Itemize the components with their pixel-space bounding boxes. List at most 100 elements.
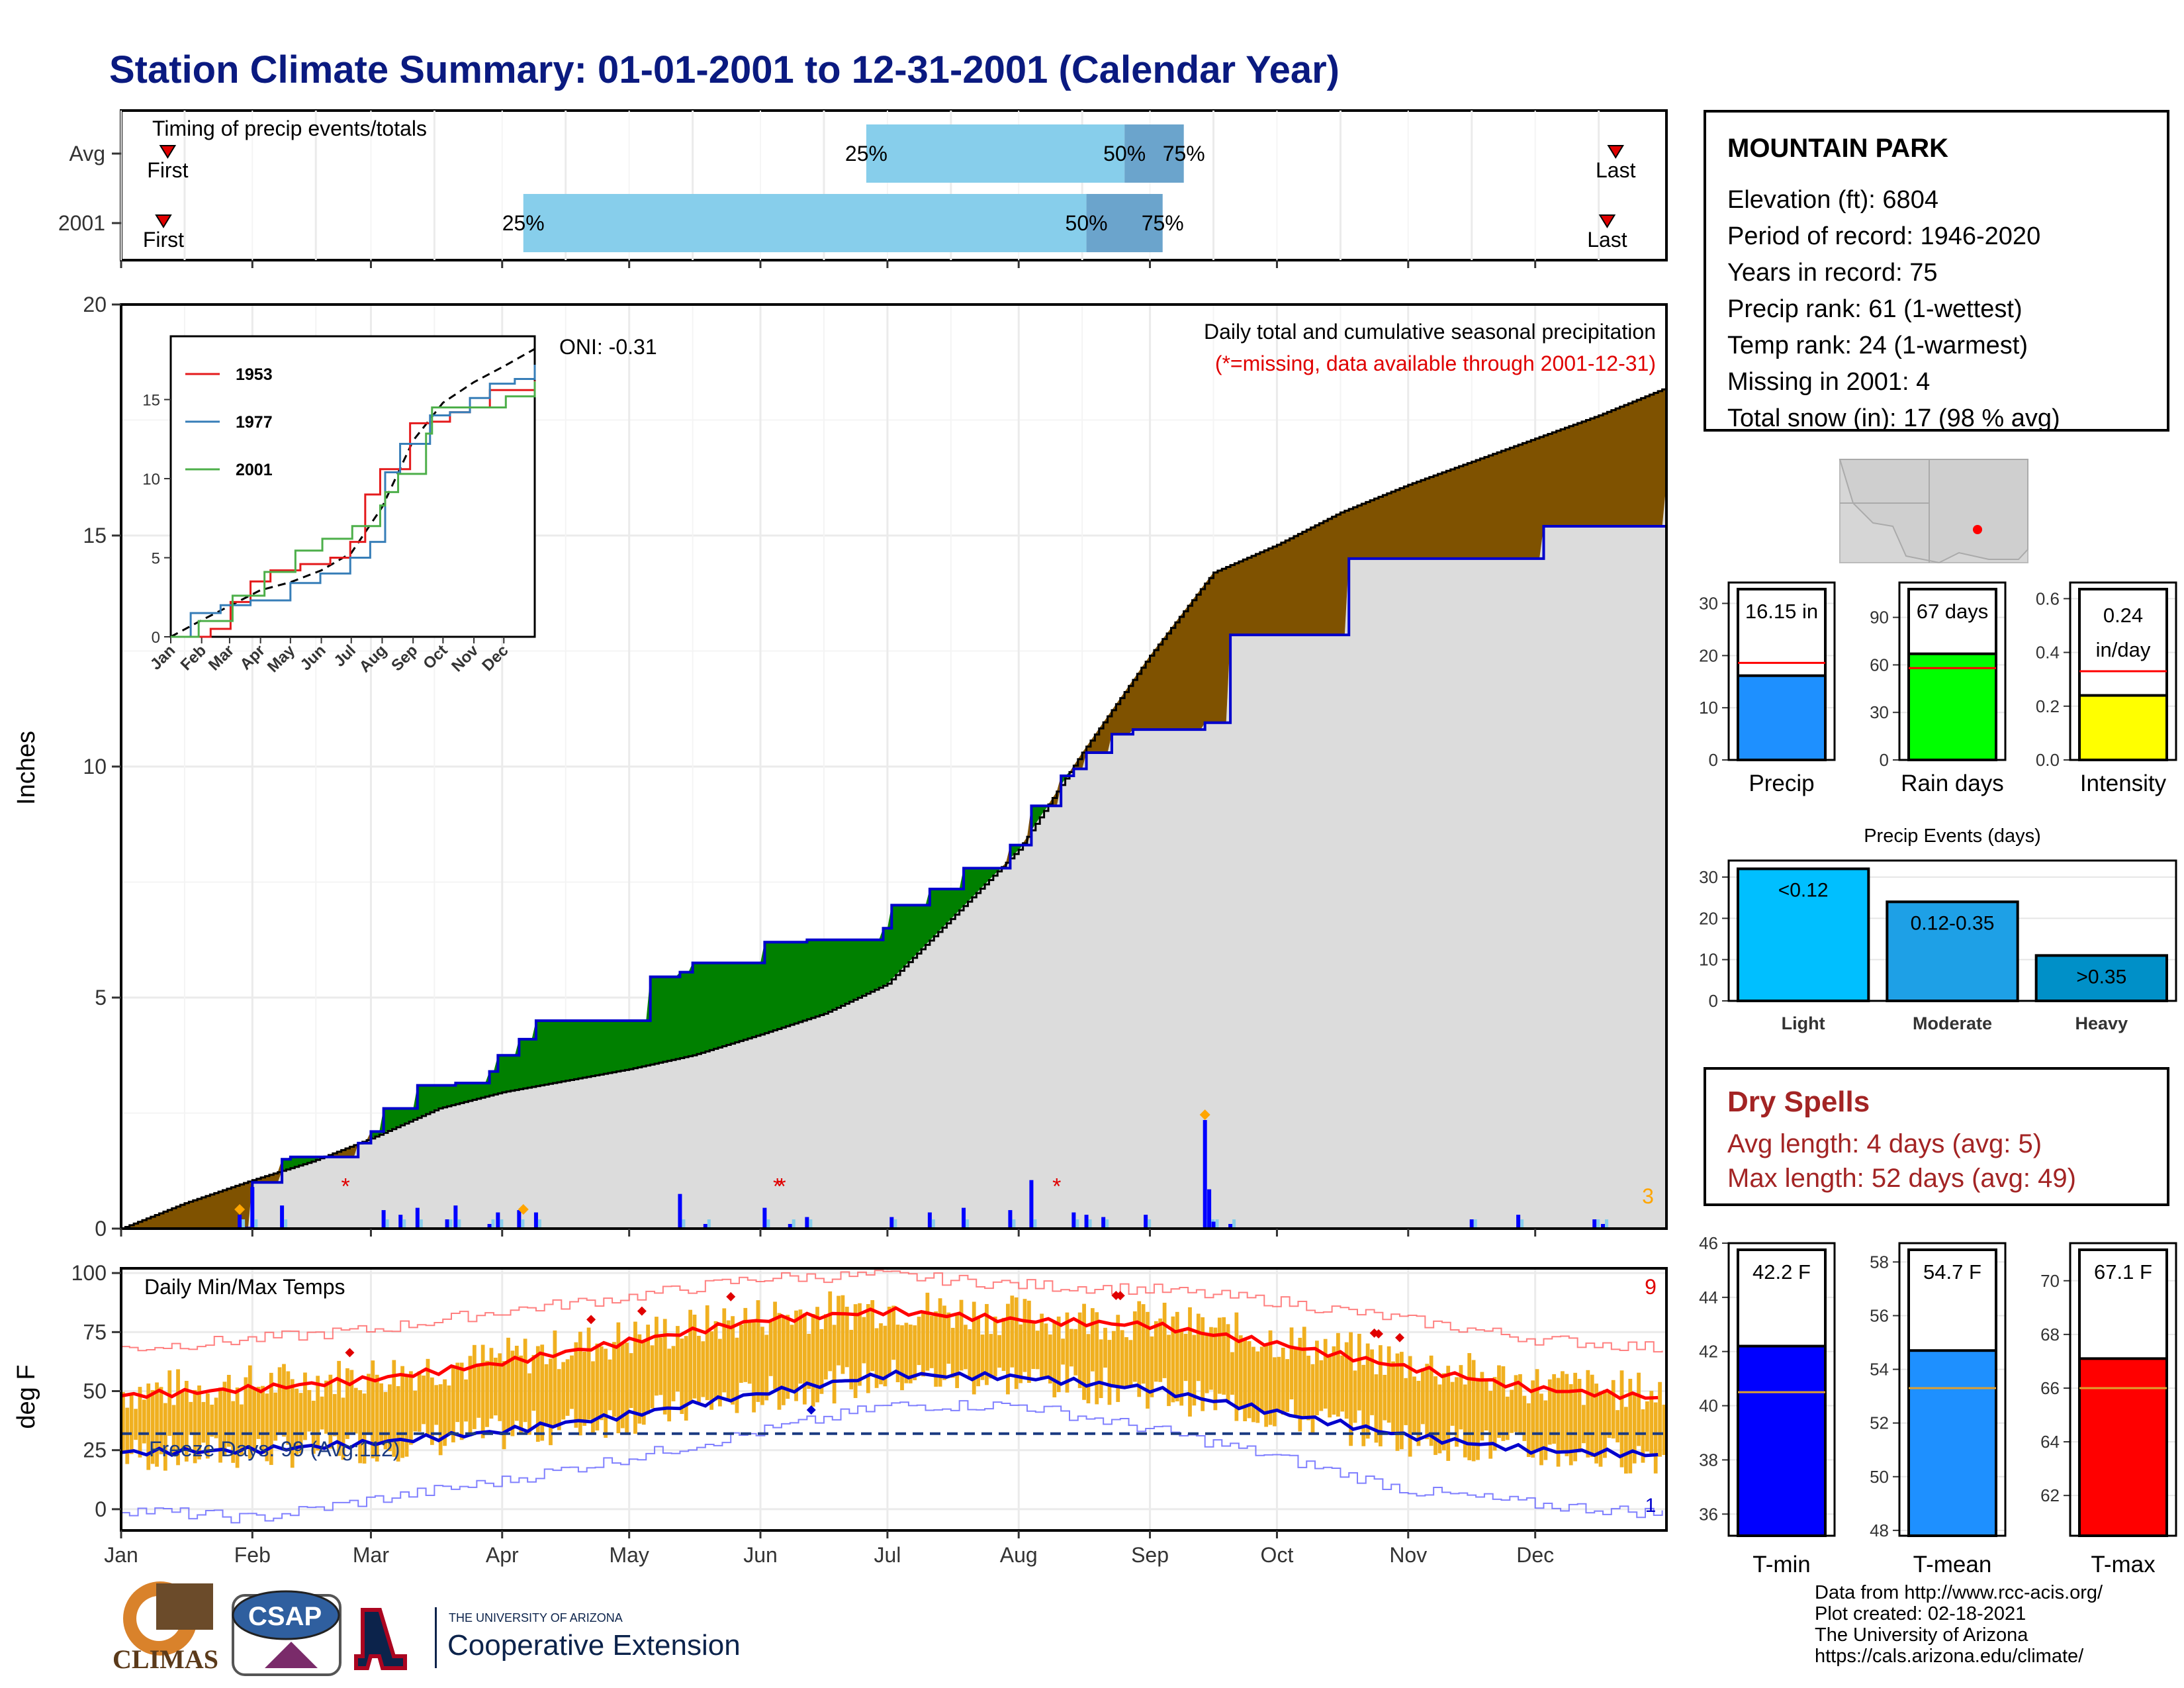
daily-precip-bar	[889, 1217, 894, 1229]
daily-temp-bar	[1556, 1378, 1561, 1467]
daily-snow-bar	[449, 1219, 453, 1229]
daily-temp-bar	[1077, 1312, 1082, 1388]
daily-temp-bar	[1374, 1374, 1379, 1443]
daily-temp-bar	[1433, 1376, 1437, 1455]
daily-temp-bar	[1565, 1374, 1569, 1456]
daily-temp-bar	[1658, 1382, 1662, 1457]
record-high-marker	[1394, 1333, 1404, 1342]
temp-ytick-label: 50	[83, 1380, 107, 1403]
daily-temp-bar	[561, 1362, 566, 1420]
daily-temp-bar	[1615, 1410, 1619, 1442]
daily-temp-bar	[1201, 1317, 1205, 1411]
timing-pct-label: 50%	[1103, 142, 1146, 165]
daily-temp-bar	[985, 1303, 989, 1385]
daily-temp-bar	[1001, 1317, 1006, 1372]
daily-temp-bar	[189, 1401, 193, 1435]
month-label: Aug	[1000, 1543, 1038, 1567]
small-bar-ytick-label: 64	[2040, 1432, 2060, 1452]
timing-first-label: First	[147, 158, 188, 182]
daily-temp-bar	[485, 1360, 489, 1427]
daily-temp-bar	[629, 1353, 633, 1409]
daily-temp-bar	[1522, 1395, 1527, 1441]
logos: CLIMAS CSAP THE UNIVERSITY OF ARIZONA Co…	[113, 1581, 741, 1676]
daily-temp-bar	[226, 1374, 231, 1447]
daily-temp-bar	[531, 1354, 536, 1411]
small-bar-ytick-label: 48	[1870, 1521, 1889, 1540]
daily-temp-bar	[798, 1309, 803, 1384]
daily-temp-bar	[1332, 1346, 1336, 1415]
daily-temp-bar	[337, 1360, 341, 1456]
daily-temp-bar	[1641, 1409, 1645, 1463]
small-bar-title: Intensity	[2080, 771, 2167, 796]
small-bar-ytick-label: 20	[1699, 645, 1718, 665]
credit-line: Plot created: 02-18-2021	[1815, 1603, 2026, 1624]
daily-snow-bar	[537, 1219, 541, 1229]
daily-temp-bar	[248, 1365, 252, 1459]
daily-temp-bar	[625, 1342, 629, 1435]
daily-temp-bar	[1188, 1307, 1192, 1417]
daily-temp-bar	[608, 1359, 612, 1411]
daily-temp-bar	[303, 1372, 307, 1440]
daily-temp-bar	[1340, 1355, 1345, 1412]
daily-temp-bar	[205, 1393, 210, 1459]
daily-temp-bar	[1132, 1311, 1137, 1382]
precip-below-normal-area	[1023, 806, 1032, 845]
daily-temp-bar	[735, 1337, 739, 1413]
month-label: Sep	[1131, 1543, 1169, 1567]
small-bar-ytick-label: 36	[1699, 1504, 1718, 1524]
daily-snow-bar	[707, 1219, 711, 1229]
bar-chart-precip-events: 0 10 20 30 <0.12 Light 0.12-0.35 Moderate >0.35 H…	[1699, 825, 2177, 1033]
daily-temp-bar	[1044, 1323, 1048, 1376]
daily-temp-bar	[565, 1359, 570, 1416]
daily-temp-bar	[1035, 1331, 1040, 1370]
missing-marker: *	[773, 1174, 782, 1199]
ua-logo-small-text: THE UNIVERSITY OF ARIZONA	[449, 1611, 623, 1624]
daily-temp-bar	[1404, 1378, 1408, 1425]
daily-temp-bar	[540, 1344, 545, 1441]
daily-temp-bar	[807, 1333, 811, 1389]
daily-temp-bar	[1365, 1343, 1370, 1439]
small-bar-ytick-label: 52	[1870, 1413, 1889, 1433]
daily-temp-bar	[688, 1309, 692, 1403]
daily-temp-bar	[1222, 1317, 1226, 1395]
daily-temp-bar	[1259, 1346, 1264, 1412]
daily-temp-bar	[1179, 1330, 1184, 1406]
daily-temp-bar	[1154, 1321, 1158, 1382]
month-label: Jun	[743, 1543, 778, 1567]
daily-temp-bar	[506, 1337, 510, 1431]
daily-temp-bar	[459, 1362, 464, 1440]
daily-temp-bar	[1476, 1378, 1480, 1460]
daily-temp-bar	[582, 1351, 587, 1426]
daily-temp-bar	[218, 1387, 222, 1463]
bar-chart-rain-days: 0 30 60 90 67 days Rain days	[1870, 581, 2007, 796]
daily-temp-bar	[1255, 1351, 1260, 1423]
station-marker	[1973, 525, 1982, 534]
daily-temp-bar	[921, 1311, 925, 1377]
inset-series-line	[171, 381, 536, 638]
daily-temp-bar	[1425, 1364, 1430, 1440]
daily-temp-bar	[1238, 1335, 1243, 1410]
daily-temp-bar	[1264, 1344, 1269, 1427]
daily-precip-bar	[788, 1224, 792, 1229]
daily-snow-bar	[1148, 1219, 1152, 1229]
credits: Data from http://www.rcc-acis.org/ Plot …	[1815, 1582, 2103, 1667]
daily-precip-bar	[1101, 1217, 1106, 1229]
daily-temp-bar	[375, 1374, 379, 1462]
events-category-label: Heavy	[2075, 1013, 2128, 1033]
daily-temp-bar	[726, 1320, 731, 1400]
daily-precip-bar	[1207, 1189, 1212, 1229]
daily-temp-bar	[362, 1393, 367, 1464]
daily-temp-bar	[1552, 1374, 1557, 1444]
daily-temp-bar	[811, 1314, 815, 1407]
ua-logo-big-text: Cooperative Extension	[447, 1629, 741, 1662]
daily-temp-bar	[828, 1291, 833, 1372]
daily-temp-bar	[1107, 1340, 1112, 1405]
events-title: Precip Events (days)	[1864, 825, 2041, 847]
location-map	[1839, 459, 2028, 564]
daily-temp-bar	[841, 1295, 845, 1374]
daily-temp-bar	[844, 1307, 849, 1368]
daily-temp-bar	[1048, 1334, 1052, 1383]
daily-temp-bar	[1167, 1335, 1171, 1407]
daily-temp-bar	[659, 1337, 663, 1395]
